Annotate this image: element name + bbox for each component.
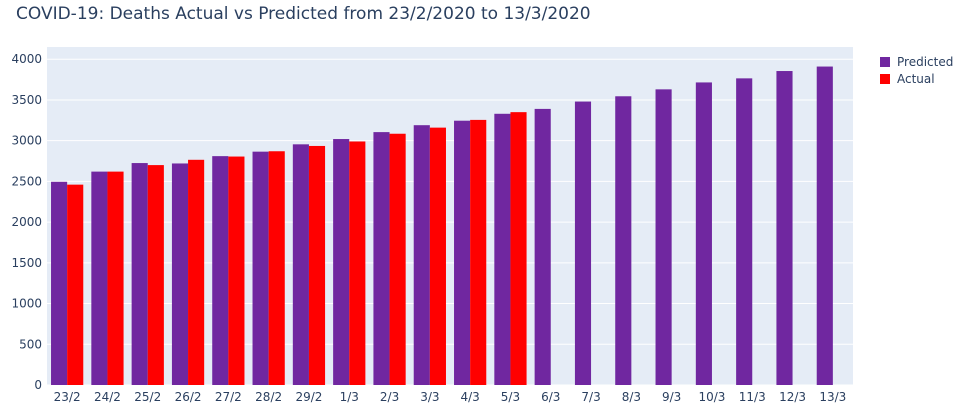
y-tick-label: 2500 — [11, 174, 42, 188]
legend-label-predicted[interactable]: Predicted — [897, 55, 953, 69]
y-tick-label: 4000 — [11, 52, 42, 66]
x-tick-label: 23/2 — [54, 390, 81, 404]
bars — [51, 66, 833, 386]
y-tick-label: 500 — [19, 337, 42, 351]
bar-predicted-3-3[interactable] — [413, 125, 430, 385]
bar-actual-24-2[interactable] — [107, 171, 124, 385]
bar-predicted-1-3[interactable] — [333, 139, 350, 385]
bar-actual-26-2[interactable] — [188, 159, 205, 385]
bar-predicted-8-3[interactable] — [615, 96, 632, 386]
legend-swatch-actual[interactable] — [880, 74, 890, 84]
legend-label-actual[interactable]: Actual — [897, 72, 935, 86]
bar-actual-25-2[interactable] — [147, 165, 164, 385]
x-tick-label: 2/3 — [380, 390, 399, 404]
bar-actual-29-2[interactable] — [308, 145, 326, 385]
x-tick-label: 11/3 — [739, 390, 766, 404]
bar-predicted-12-3[interactable] — [776, 71, 793, 386]
bar-predicted-7-3[interactable] — [574, 101, 592, 386]
bar-predicted-29-2[interactable] — [292, 144, 309, 385]
bar-predicted-28-2[interactable] — [252, 151, 269, 385]
plot-area — [47, 47, 853, 385]
x-tick-label: 7/3 — [581, 390, 600, 404]
x-axis-ticks: 23/2 24/2 25/2 26/2 27/2 28/2 29/2 1/3 2/3 3/3 4/3… — [54, 390, 847, 404]
bar-predicted-11-3[interactable] — [736, 78, 753, 385]
bar-predicted-24-2[interactable] — [91, 171, 108, 385]
bar-actual-4-3[interactable] — [470, 119, 487, 385]
chart-title: COVID-19: Deaths Actual vs Predicted fro… — [16, 4, 591, 24]
bar-predicted-6-3[interactable] — [534, 108, 551, 385]
x-tick-label: 8/3 — [622, 390, 641, 404]
bar-actual-2-3[interactable] — [389, 133, 406, 385]
x-tick-label: 26/2 — [175, 390, 202, 404]
bar-predicted-25-2[interactable] — [131, 163, 148, 385]
x-tick-label: 12/3 — [779, 390, 806, 404]
x-tick-label: 29/2 — [295, 390, 322, 404]
x-tick-label: 9/3 — [662, 390, 681, 404]
bar-actual-28-2[interactable] — [268, 151, 285, 385]
x-tick-label: 6/3 — [541, 390, 560, 404]
bar-actual-3-3[interactable] — [429, 127, 446, 386]
x-tick-label: 5/3 — [501, 390, 520, 404]
x-tick-label: 10/3 — [698, 390, 725, 404]
y-tick-label: 2000 — [11, 215, 42, 229]
legend[interactable]: Predicted Actual — [880, 55, 953, 86]
bar-actual-27-2[interactable] — [228, 156, 245, 385]
gridlines — [47, 58, 853, 386]
y-axis-ticks: 0 500 1000 1500 2000 2500 3000 3500 4000 — [11, 52, 42, 392]
legend-swatch-predicted[interactable] — [880, 57, 890, 67]
x-tick-label: 1/3 — [340, 390, 359, 404]
bar-actual-5-3[interactable] — [510, 112, 527, 386]
y-tick-label: 0 — [34, 378, 42, 392]
x-tick-label: 27/2 — [215, 390, 242, 404]
bar-predicted-13-3[interactable] — [816, 66, 833, 385]
x-tick-label: 13/3 — [819, 390, 846, 404]
x-tick-label: 24/2 — [94, 390, 121, 404]
bar-predicted-2-3[interactable] — [373, 132, 390, 385]
bar-predicted-23-2[interactable] — [51, 181, 68, 385]
bar-predicted-10-3[interactable] — [695, 82, 712, 385]
x-tick-label: 3/3 — [420, 390, 439, 404]
bar-predicted-26-2[interactable] — [171, 163, 189, 385]
x-tick-label: 4/3 — [460, 390, 479, 404]
y-tick-label: 1000 — [11, 297, 42, 311]
bar-predicted-9-3[interactable] — [655, 89, 672, 385]
y-tick-label: 1500 — [11, 256, 42, 270]
bar-predicted-27-2[interactable] — [212, 156, 229, 385]
bar-predicted-4-3[interactable] — [454, 120, 471, 385]
x-tick-label: 25/2 — [134, 390, 161, 404]
bar-predicted-5-3[interactable] — [494, 113, 511, 385]
y-tick-label: 3000 — [11, 134, 42, 148]
x-tick-label: 28/2 — [255, 390, 282, 404]
bar-actual-23-2[interactable] — [67, 184, 84, 385]
y-tick-label: 3500 — [11, 93, 42, 107]
bar-actual-1-3[interactable] — [349, 141, 366, 385]
